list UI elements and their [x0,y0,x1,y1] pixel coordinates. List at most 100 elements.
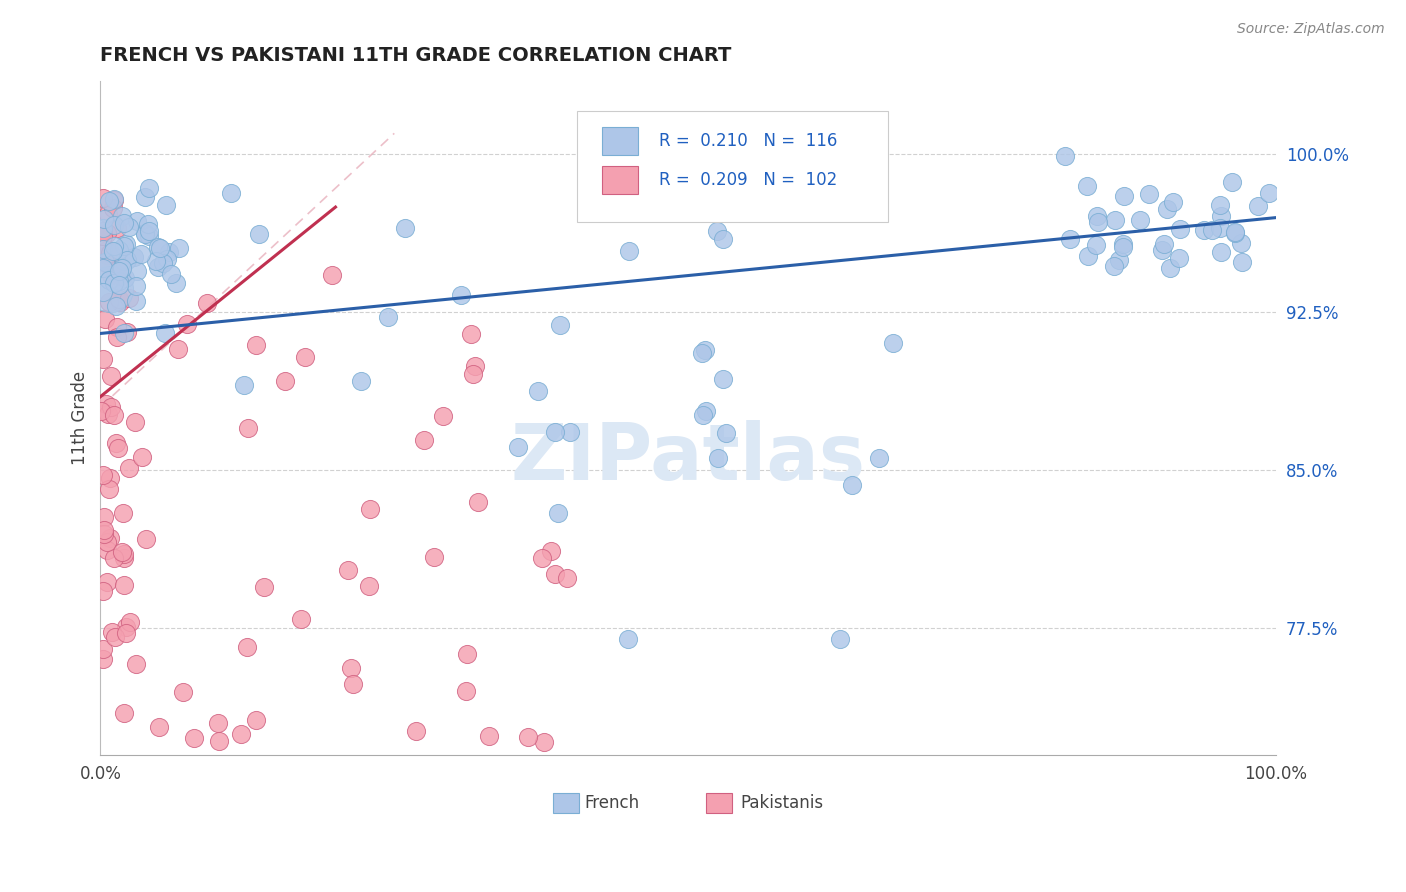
Point [548,318,571,332]
Point [112,706,135,720]
Point [118,291,141,305]
Point [103,630,125,644]
Point [93,509,115,524]
Point [558,425,581,439]
Point [98,471,121,485]
Text: French: French [585,795,640,813]
Point [711,232,734,246]
Point [294,351,316,365]
Point [115,620,138,634]
Point [183,731,205,745]
Point [103,218,125,232]
Point [96,575,118,590]
Point [1192,223,1215,237]
Point [136,217,159,231]
Point [231,727,253,741]
Text: R =  0.210   N =  116: R = 0.210 N = 116 [659,132,837,151]
Point [94,397,117,411]
Point [96,248,118,262]
Point [467,495,489,509]
Point [1111,236,1133,251]
Point [117,219,139,234]
Point [111,506,134,520]
Point [1054,149,1077,163]
Point [236,640,259,655]
Point [115,253,138,268]
Point [321,268,343,282]
Point [1230,255,1253,269]
Point [114,238,136,252]
Point [555,571,578,585]
Point [105,320,128,334]
Point [112,551,135,566]
Point [103,551,125,566]
Point [100,369,122,384]
Point [274,374,297,388]
Point [131,247,153,261]
Point [544,567,567,582]
Point [1209,197,1232,211]
Point [1084,237,1107,252]
Point [617,632,640,646]
Point [527,384,550,398]
Point [91,352,114,367]
Point [91,260,114,275]
Point [91,285,114,300]
Point [155,326,177,341]
Point [1247,199,1270,213]
Point [423,550,446,565]
Point [111,209,134,223]
Point [342,676,364,690]
Point [695,404,717,418]
Point [690,345,713,359]
Point [124,415,146,429]
Point [100,268,122,282]
Point [547,506,569,520]
Point [531,551,554,566]
Point [118,461,141,475]
Point [152,255,174,269]
Point [540,544,562,558]
Text: ZIPatlas: ZIPatlas [510,420,866,496]
Point [692,408,714,422]
Point [432,409,454,424]
Point [1104,259,1126,273]
Point [450,288,472,302]
Point [478,730,501,744]
Point [148,260,170,274]
Point [112,326,135,341]
Point [91,242,114,256]
Point [105,435,128,450]
Point [1150,243,1173,257]
Point [841,478,863,492]
Point [1129,213,1152,227]
Point [247,227,270,242]
Point [114,626,136,640]
Point [112,254,135,268]
Point [1159,261,1181,276]
Point [112,216,135,230]
Point [405,723,427,738]
Point [377,310,399,325]
Point [91,584,114,599]
Point [110,259,132,273]
Point [350,374,373,388]
Point [146,240,169,254]
Point [94,311,117,326]
Point [103,277,125,291]
Point [1114,188,1136,202]
Point [103,408,125,422]
Point [454,684,477,698]
Point [138,223,160,237]
Text: FRENCH VS PAKISTANI 11TH GRADE CORRELATION CHART: FRENCH VS PAKISTANI 11TH GRADE CORRELATI… [100,46,731,65]
Point [118,615,141,629]
Point [1161,195,1184,210]
Text: R =  0.209   N =  102: R = 0.209 N = 102 [659,170,837,189]
Point [110,268,132,283]
Point [460,326,482,341]
Point [108,277,131,292]
Point [91,229,114,244]
Point [238,421,260,435]
Point [98,194,121,209]
Point [1211,245,1233,260]
